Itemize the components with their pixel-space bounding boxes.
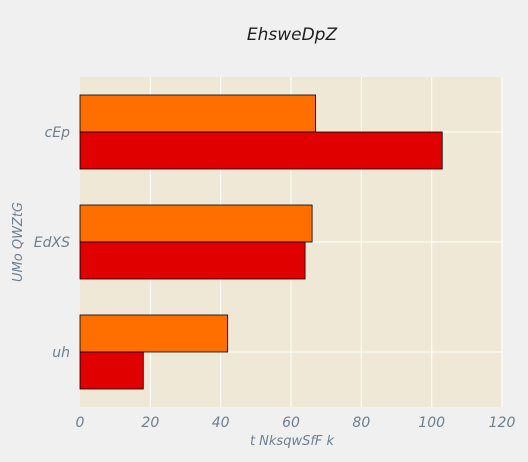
bars <box>79 94 443 390</box>
bar-EdXS-0 <box>79 204 313 243</box>
x-tick-label: 100 <box>418 415 445 431</box>
y-axis-label: UMo QWZtG <box>11 202 26 282</box>
bar-cEp-0 <box>79 94 317 133</box>
bar-cEp-1 <box>79 131 443 170</box>
x-tick-label: 40 <box>212 415 230 431</box>
x-tick-label: 60 <box>282 415 300 431</box>
chart-title: EhsweDpZ <box>247 25 338 45</box>
bar-EdXS-1 <box>79 241 306 280</box>
x-tick-label: 20 <box>141 415 159 431</box>
bar-uh-1 <box>79 351 144 390</box>
bar-uh-0 <box>79 314 229 353</box>
x-tick-labels: 0 20 40 60 80 100 120 <box>76 415 516 431</box>
x-tick-label: 80 <box>352 415 370 431</box>
x-axis-label: t NksqwSfF k <box>250 434 335 449</box>
y-tick-label: uh <box>52 345 70 361</box>
x-tick-label: 120 <box>489 415 516 431</box>
x-tick-label: 0 <box>76 415 85 431</box>
y-tick-label: cEp <box>45 125 71 141</box>
y-tick-labels: cEp EdXS uh <box>34 125 70 361</box>
y-tick-label: EdXS <box>34 235 70 251</box>
